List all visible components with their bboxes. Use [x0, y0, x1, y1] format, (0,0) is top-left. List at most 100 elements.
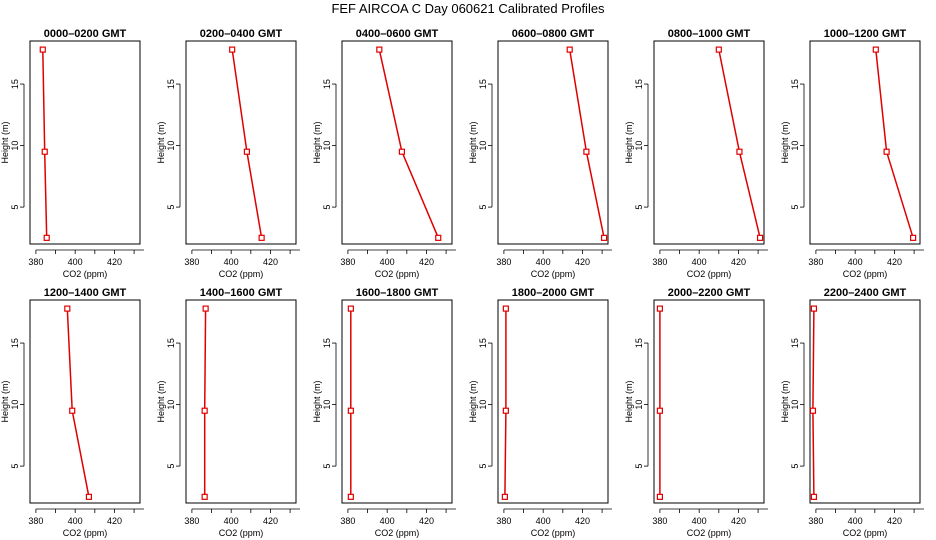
- panel-title: 1800–2000 GMT: [512, 287, 595, 299]
- x-tick-label: 400: [848, 257, 863, 267]
- y-axis-label: Height (m): [156, 380, 166, 422]
- x-axis-label: CO2 (ppm): [843, 528, 888, 538]
- data-point: [85, 493, 93, 500]
- x-axis-label: CO2 (ppm): [219, 269, 264, 279]
- panel-5: 0800–1000 GMT 380 400 420 CO2 (ppm) 5 10 15 Heig…: [624, 28, 768, 279]
- x-tick-label: 420: [107, 257, 122, 267]
- data-point: [347, 407, 354, 414]
- x-tick-label: 420: [575, 516, 590, 526]
- x-tick-label: 400: [536, 516, 551, 526]
- data-point: [583, 148, 590, 155]
- y-tick-label: 5: [166, 464, 176, 469]
- data-point: [600, 234, 608, 241]
- panel-7: 1200–1400 GMT 380 400 420 CO2 (ppm) 5 10 15 Heig…: [0, 287, 144, 538]
- y-tick-label: 5: [478, 464, 488, 469]
- x-tick-label: 400: [536, 257, 551, 267]
- data-point: [41, 148, 48, 155]
- plot-frame: [497, 40, 609, 245]
- series-line: [718, 49, 761, 238]
- x-axis-label: CO2 (ppm): [63, 269, 108, 279]
- y-tick-label: 5: [790, 464, 800, 469]
- x-tick-label: 380: [808, 516, 823, 526]
- y-tick-label: 5: [322, 205, 332, 210]
- x-tick-label: 400: [848, 516, 863, 526]
- data-point: [229, 46, 236, 53]
- panel-title: 1000–1200 GMT: [824, 28, 907, 40]
- y-tick-label: 5: [790, 205, 800, 210]
- x-tick-label: 380: [28, 516, 43, 526]
- panel-10: 1800–2000 GMT 380 400 420 CO2 (ppm) 5 10 15 Heig…: [468, 287, 612, 538]
- x-tick-label: 380: [652, 257, 667, 267]
- data-point: [258, 234, 265, 241]
- y-tick-label: 10: [322, 141, 332, 151]
- page-title: FEF AIRCOA C Day 060621 Calibrated Profi…: [331, 1, 605, 16]
- data-point: [64, 305, 71, 312]
- x-tick-label: 400: [380, 257, 395, 267]
- data-point: [872, 46, 879, 53]
- x-tick-label: 380: [496, 257, 511, 267]
- x-tick-label: 380: [340, 516, 355, 526]
- y-tick-label: 15: [478, 338, 488, 348]
- plot-frame: [185, 40, 297, 245]
- data-point: [398, 148, 406, 155]
- data-point: [69, 407, 76, 414]
- x-tick-label: 380: [340, 257, 355, 267]
- x-axis-label: CO2 (ppm): [843, 269, 888, 279]
- data-point: [502, 407, 509, 414]
- x-tick-label: 400: [692, 257, 707, 267]
- data-point: [736, 148, 743, 155]
- x-tick-label: 400: [68, 257, 83, 267]
- x-axis-label: CO2 (ppm): [375, 269, 420, 279]
- data-point: [715, 46, 722, 53]
- x-tick-label: 380: [496, 516, 511, 526]
- plot-frame: [653, 299, 765, 504]
- data-point: [566, 46, 573, 53]
- y-axis-label: Height (m): [312, 380, 322, 422]
- data-point: [435, 234, 442, 241]
- y-tick-label: 15: [790, 338, 800, 348]
- y-axis-label: Height (m): [0, 380, 10, 422]
- plot-frame: [809, 299, 921, 504]
- series-line: [42, 49, 48, 238]
- x-tick-label: 420: [107, 516, 122, 526]
- y-tick-label: 5: [166, 205, 176, 210]
- plot-frame: [653, 40, 765, 245]
- y-axis-label: Height (m): [468, 121, 478, 163]
- data-point: [810, 305, 818, 312]
- y-tick-label: 5: [10, 205, 20, 210]
- series-line: [875, 49, 914, 239]
- x-axis-label: CO2 (ppm): [687, 269, 732, 279]
- x-tick-label: 420: [263, 257, 278, 267]
- plot-frame: [185, 299, 297, 504]
- data-point: [756, 234, 764, 241]
- x-tick-label: 420: [887, 516, 902, 526]
- data-point: [39, 46, 46, 53]
- x-axis-label: CO2 (ppm): [531, 528, 576, 538]
- x-tick-label: 380: [184, 257, 199, 267]
- y-tick-label: 5: [634, 464, 644, 469]
- panel-3: 0400–0600 GMT 380 400 420 CO2 (ppm) 5 10 15 Heig…: [312, 28, 456, 279]
- panel-title: 2200–2400 GMT: [824, 287, 907, 299]
- x-axis-label: CO2 (ppm): [531, 269, 576, 279]
- y-tick-label: 10: [10, 400, 20, 410]
- x-tick-label: 380: [652, 516, 667, 526]
- y-axis-label: Height (m): [780, 380, 790, 422]
- plot-frame: [497, 299, 609, 504]
- y-tick-label: 5: [10, 464, 20, 469]
- data-point: [202, 305, 209, 312]
- y-tick-label: 10: [790, 400, 800, 410]
- series-line: [378, 49, 439, 239]
- data-point: [347, 305, 354, 312]
- y-tick-label: 15: [634, 79, 644, 89]
- y-tick-label: 15: [322, 338, 332, 348]
- y-tick-label: 10: [478, 400, 488, 410]
- x-tick-label: 380: [28, 257, 43, 267]
- x-tick-label: 380: [184, 516, 199, 526]
- y-axis-label: Height (m): [0, 121, 10, 163]
- y-tick-label: 15: [790, 79, 800, 89]
- data-point: [201, 493, 208, 500]
- x-tick-label: 420: [575, 257, 590, 267]
- data-point: [43, 234, 50, 241]
- panel-6: 1000–1200 GMT 380 400 420 CO2 (ppm) 5 10 15 Heig…: [780, 28, 924, 279]
- series-line: [66, 308, 90, 497]
